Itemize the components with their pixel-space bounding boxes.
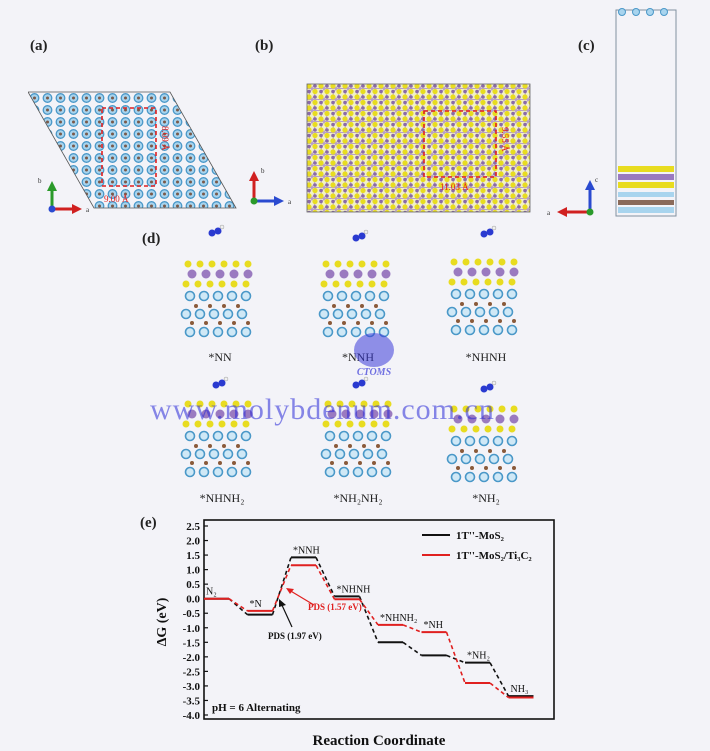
transition-line xyxy=(315,557,336,597)
panel-label-b: (b) xyxy=(255,38,274,54)
x-axis-label: Reaction Coordinate xyxy=(313,733,446,749)
transition-line xyxy=(489,662,510,697)
transition-line xyxy=(445,631,466,684)
watermark-text: www.molybdenum.com.cn xyxy=(150,393,495,426)
legend-series-1: 1T''-MoS₂ xyxy=(456,530,505,542)
ctoms-logo: CTOMS xyxy=(354,333,394,378)
dim-b-vertical: 9.55 Å xyxy=(500,127,510,152)
axes-icon-a: b a xyxy=(38,177,90,214)
pds-black-annotation: PDS (1.97 eV) xyxy=(268,599,322,641)
panel-label-c: (c) xyxy=(578,38,595,54)
y-tick-label: -1.5 xyxy=(183,637,201,649)
structure-c xyxy=(615,8,677,217)
transition-line xyxy=(402,624,422,633)
structure-nnh xyxy=(318,229,392,338)
label-nhnh: *NHNH xyxy=(465,350,507,364)
state-label: *NH₂ xyxy=(467,651,490,662)
ctoms-logo-text: CTOMS xyxy=(357,367,392,378)
transition-line xyxy=(489,682,509,699)
state-label: *NHNH xyxy=(337,584,371,595)
transition-line xyxy=(358,598,379,626)
state-label: *NHNH₂ xyxy=(380,613,417,624)
y-tick-label: 1.5 xyxy=(186,550,200,562)
axes-icon-b: b a xyxy=(249,167,292,206)
state-label: N₂ xyxy=(206,587,217,598)
slab-layers xyxy=(618,166,674,213)
y-tick-label: -2.5 xyxy=(183,666,201,678)
y-tick-label: -3.5 xyxy=(183,695,201,707)
state-label: *N xyxy=(250,599,262,610)
structure-nn xyxy=(180,224,254,338)
svg-text:c: c xyxy=(595,176,598,184)
series-layer xyxy=(204,556,534,699)
svg-text:a: a xyxy=(547,209,551,217)
transition-line xyxy=(358,596,379,643)
pds-red-label: PDS (1.57 eV) xyxy=(308,602,362,612)
y-tick-label: 2.0 xyxy=(186,536,200,548)
transition-line xyxy=(228,598,248,612)
series-2 xyxy=(204,564,534,699)
y-tick-label: -0.5 xyxy=(183,608,201,620)
state-label: *NH xyxy=(424,620,443,631)
series-1 xyxy=(204,556,534,698)
structure-b: 9.55 Å 11.03 Å xyxy=(306,83,531,213)
y-axis: 2.5 2.0 1.5 1.0 0.5 0.0 -0.5 -1.0 -1.5 -2.0 -2.5 -3… xyxy=(183,521,208,722)
y-tick-label: -2.0 xyxy=(183,652,201,664)
y-axis-label: ΔG (eV) xyxy=(155,597,170,646)
y-tick-label: -1.0 xyxy=(183,623,201,635)
y-tick-label: 0.0 xyxy=(186,594,200,606)
svg-text:a: a xyxy=(288,198,292,206)
plot-frame xyxy=(203,519,555,720)
panel-label-d: (d) xyxy=(142,231,161,247)
y-tick-label: 0.5 xyxy=(186,579,200,591)
label-nhnh2: *NHNH₂ xyxy=(199,491,245,505)
state-label: NH₃ xyxy=(511,684,529,695)
legend: 1T''-MoS₂ 1T''-MoS₂/Ti₃C₂ xyxy=(422,530,532,562)
label-nn: *NN xyxy=(208,350,232,364)
top-atom-row xyxy=(618,8,668,16)
dim-a-vertical: 8.09 Å xyxy=(160,126,170,151)
panel-label-e: (e) xyxy=(140,515,157,531)
svg-text:a: a xyxy=(86,206,90,214)
svg-text:b: b xyxy=(261,167,265,175)
pds-red-annotation: PDS (1.57 eV) xyxy=(286,588,362,612)
dim-b-horizontal: 11.03 Å xyxy=(440,182,469,192)
structure-nhnh xyxy=(446,225,520,336)
svg-text:b: b xyxy=(38,177,42,185)
y-tick-label: -3.0 xyxy=(183,681,201,693)
structure-a: 8.09 Å 9.00 Å xyxy=(28,91,237,209)
panel-label-a: (a) xyxy=(30,38,48,54)
pds-black-label: PDS (1.97 eV) xyxy=(268,631,322,641)
y-tick-label: 2.5 xyxy=(186,521,200,533)
free-energy-chart: 2.5 2.0 1.5 1.0 0.5 0.0 -0.5 -1.0 -1.5 -2.0 -2.5 -3… xyxy=(155,519,555,749)
label-nh2nh2: *NH₂NH₂ xyxy=(333,491,383,505)
legend-series-2: 1T''-MoS₂/Ti₃C₂ xyxy=(456,550,532,562)
y-tick-label: -4.0 xyxy=(183,710,201,722)
transition-line xyxy=(271,557,292,615)
label-nh2: *NH₂ xyxy=(472,491,500,505)
axes-icon-c: c a xyxy=(547,176,598,217)
dim-a-horizontal: 9.00 Å xyxy=(104,194,129,204)
state-label: *NNH xyxy=(293,545,320,556)
y-tick-label: 1.0 xyxy=(186,565,200,577)
transition-line xyxy=(271,564,292,612)
transition-line xyxy=(402,641,422,657)
transition-line xyxy=(315,564,336,600)
condition-label: pH = 6 Alternating xyxy=(212,702,301,714)
state-labels: N₂ *N *NNH *NHNH *NHNH₂ *NH *NH₂ NH₃ xyxy=(206,545,528,695)
